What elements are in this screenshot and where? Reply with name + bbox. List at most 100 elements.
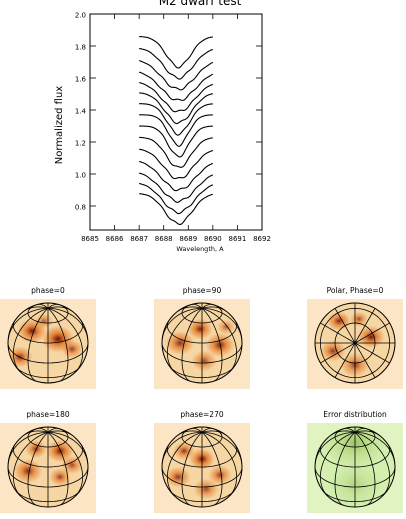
disk-outline (7, 426, 89, 508)
longitude-line (201, 431, 238, 498)
map-title: phase=90 (183, 286, 222, 295)
longitude-line (354, 342, 390, 364)
longitude-line (320, 322, 356, 344)
longitude-line (354, 308, 376, 344)
longitude-line (8, 431, 49, 465)
longitude-line (354, 431, 391, 498)
longitude-line (162, 307, 203, 341)
longitude-line (201, 432, 223, 506)
longitude-line (166, 307, 203, 374)
spectrum-line (139, 36, 213, 69)
spot-layer (13, 439, 83, 486)
disk-outline (161, 426, 243, 508)
x-tick-label: 8686 (106, 235, 124, 243)
starspot (191, 350, 217, 372)
starspot (165, 466, 191, 488)
spectrum-line (138, 172, 214, 203)
map-title: phase=0 (31, 286, 65, 295)
spectra-plot: M2 dwarf test Normalized flux Wavelength… (54, 0, 271, 253)
spectrum-line (139, 82, 214, 113)
spectral-lines (138, 36, 214, 226)
y-ticks: 0.8 1.0 1.2 1.4 1.6 1.8 2.0 (75, 12, 262, 212)
longitude-line (334, 308, 356, 344)
starspot (350, 311, 368, 327)
longitude-line (354, 342, 376, 378)
disk-outline (314, 302, 396, 384)
longitude-line (162, 431, 203, 465)
y-axis-label: Normalized flux (54, 86, 65, 165)
longitude-line (354, 322, 390, 344)
starspot (13, 459, 43, 483)
longitude-line (201, 307, 238, 374)
spectrum-line (139, 136, 213, 168)
longitude-line (334, 432, 356, 506)
disk-outline (314, 426, 396, 508)
spectrum-line (139, 114, 213, 147)
disk-outline (161, 302, 243, 384)
starspot (327, 311, 351, 331)
x-tick-label: 8689 (179, 235, 197, 243)
longitude-line (334, 342, 356, 378)
spectrum-line (139, 148, 214, 180)
starspot (187, 318, 213, 340)
map-title: phase=180 (26, 410, 69, 419)
spectrum-line (139, 92, 213, 125)
longitude-line (12, 307, 49, 374)
y-tick-label: 1.4 (75, 108, 87, 116)
y-tick-label: 1.6 (75, 76, 87, 84)
y-tick-label: 0.8 (75, 204, 86, 212)
longitude-line (47, 308, 69, 382)
longitude-line (166, 431, 203, 498)
x-tick-label: 8692 (253, 235, 271, 243)
longitude-line (27, 308, 49, 382)
spectrum-line (138, 71, 214, 101)
starspot (320, 340, 346, 362)
starspot (193, 478, 219, 500)
chart-title: M2 dwarf test (159, 0, 242, 8)
map-panel: phase=180 (0, 410, 96, 513)
longitude-line (27, 432, 49, 506)
map-title: Polar, Phase=0 (327, 286, 384, 295)
disk-outline (7, 302, 89, 384)
map-title: Error distribution (323, 410, 387, 419)
longitude-line (201, 308, 223, 382)
x-tick-label: 8688 (155, 235, 173, 243)
spectrum-line (139, 47, 214, 80)
starspot (173, 442, 195, 460)
longitude-line (12, 431, 49, 498)
y-tick-label: 1.0 (75, 172, 86, 180)
spot-layer (165, 442, 232, 500)
map-panel: phase=270 (154, 410, 250, 513)
surface-maps: phase=0 phase=90 Polar, Phase=0 phase=180 ph… (0, 286, 403, 513)
starspot (217, 319, 235, 335)
map-panel: Polar, Phase=0 (307, 286, 403, 389)
y-tick-label: 1.8 (75, 44, 86, 52)
starspot (165, 331, 195, 355)
longitude-line (315, 431, 356, 465)
plot-frame (89, 13, 263, 231)
starspot (46, 439, 74, 463)
spectrum-line (139, 160, 214, 192)
starspot (208, 465, 232, 485)
spectrum-line (138, 60, 214, 91)
x-ticks: 8685 8686 8687 8688 8689 8690 8691 8692 (81, 14, 271, 243)
longitude-line (47, 307, 84, 374)
spectrum-line (139, 103, 213, 136)
map-panel: phase=0 (0, 286, 96, 389)
lat-lon-grid (8, 303, 88, 383)
longitude-line (47, 431, 84, 498)
longitude-line (181, 308, 203, 382)
map-panel: phase=90 (154, 286, 250, 389)
spectrum-line (139, 182, 214, 215)
starspot (35, 313, 53, 329)
x-tick-label: 8691 (229, 235, 247, 243)
longitude-line (181, 432, 203, 506)
starspot (357, 325, 385, 349)
spectrum-line (139, 193, 213, 226)
map-panel: Error distribution (307, 410, 403, 513)
longitude-line (320, 342, 356, 364)
x-tick-label: 8685 (81, 235, 99, 243)
longitude-line (47, 432, 69, 506)
x-axis-label: Wavelength, A (176, 245, 224, 253)
